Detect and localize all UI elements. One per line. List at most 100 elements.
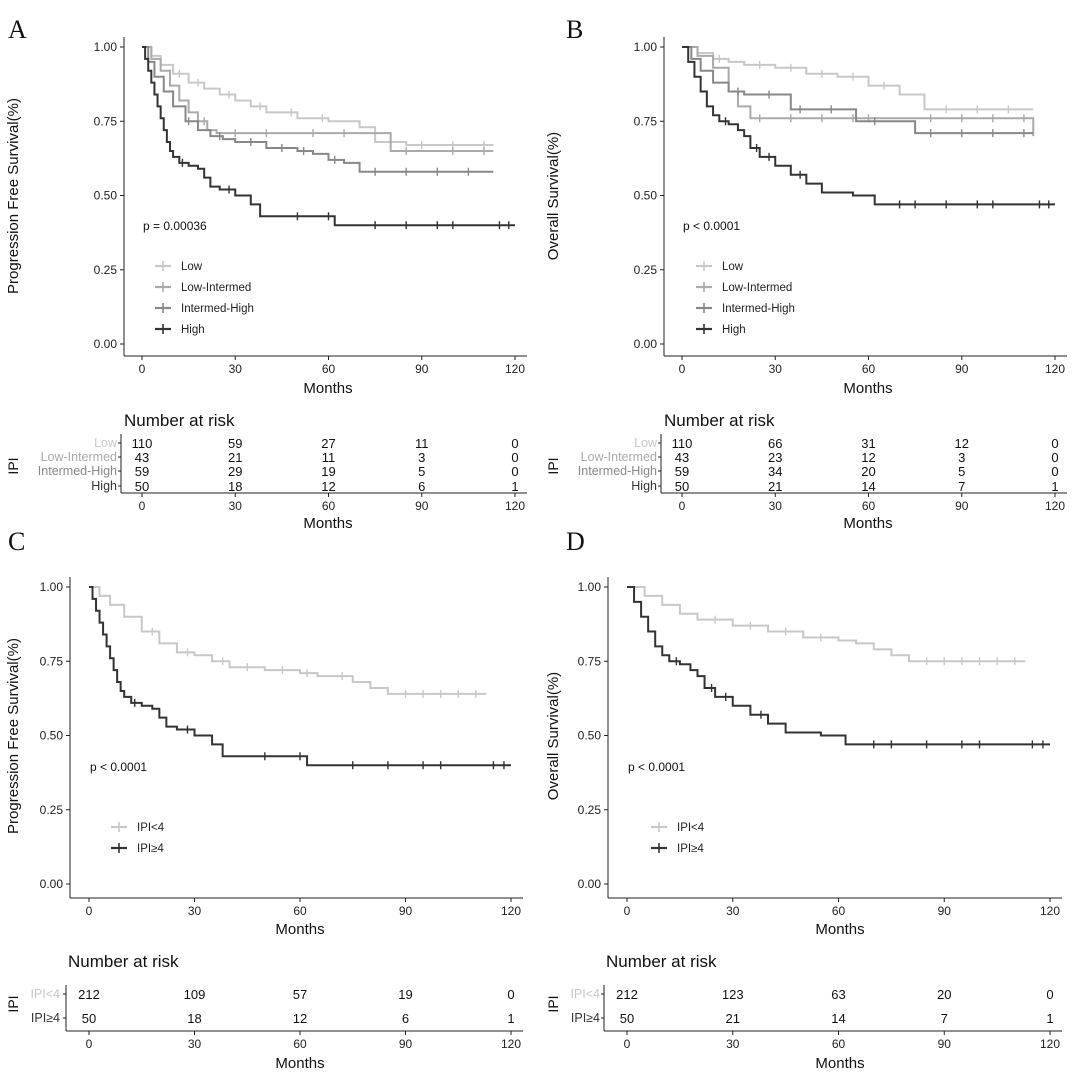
panel-b-risk-x-tick-label: 120 <box>1045 499 1065 513</box>
panel-c-y-tick-label: 0.50 <box>40 729 64 743</box>
panel-c-risk-x-axis-label: Months <box>275 1055 324 1072</box>
panel-d-chart: D0.000.250.500.751.000 30 60 90 120MonthsOve… <box>545 527 1062 1072</box>
panel-b-x-tick-label: 0 <box>679 362 686 376</box>
panel-a-x-tick-label: 0 <box>139 362 146 376</box>
panel-b-x-tick-label: 30 <box>769 362 783 376</box>
panel-c-risk-value-ipi-4: 57 <box>293 987 307 1002</box>
panel-a-p-value: p = 0.00036 <box>143 219 207 233</box>
panel-c-risk-title: Number at risk <box>68 952 179 971</box>
panel-a-risk-row-label-low-intermed: Low-Intermed <box>41 450 117 464</box>
panel-b-chart: B0.000.250.500.751.000 30 60 90 120MonthsOve… <box>545 15 1067 532</box>
panel-c-risk-value-ipi-4: 212 <box>78 987 100 1002</box>
panel-c-risk-row-label-ipi-4: IPI<4 <box>30 987 60 1001</box>
panel-b-risk-row-label-low-intermed: Low-Intermed <box>581 450 657 464</box>
panel-b-risk-value-intermed-high: 34 <box>768 464 782 479</box>
panel-a-y-tick-label: 1.00 <box>94 40 118 54</box>
panel-b-letter: B <box>566 15 583 44</box>
panel-a-curve-intermed-high <box>142 46 494 173</box>
panel-b-risk-value-high: 21 <box>768 479 782 494</box>
panel-a-risk-value-low: 110 <box>132 436 153 451</box>
panel-c-risk-value-ipi-4: 0 <box>507 987 514 1002</box>
panel-d-risk-value-ipi-4: 63 <box>831 987 845 1002</box>
panel-a-risk-x-tick-label: 60 <box>322 499 336 513</box>
panel-c-y-tick-label: 0.25 <box>40 803 64 817</box>
panel-d-x-tick-label: 60 <box>832 904 846 918</box>
panel-d-risk-y-axis-label: IPI <box>545 995 561 1012</box>
panel-d-risk-row-label-ipi-4: IPI<4 <box>570 987 600 1001</box>
panel-d-y-tick-label: 0.50 <box>578 729 602 743</box>
panel-a-letter: A <box>8 15 27 44</box>
panel-a-risk-row-label-intermed-high: Intermed-High <box>38 464 117 478</box>
panel-b-risk-value-low-intermed: 3 <box>958 450 965 465</box>
panel-d-x-tick-label: 0 <box>624 904 631 918</box>
panel-c-risk-value-ipi-4: 19 <box>398 987 412 1002</box>
panel-d-risk-x-tick-label: 0 <box>624 1037 631 1051</box>
panel-a-chart: A0.000.250.500.751.000 30 60 90 120MonthsPro… <box>5 15 527 532</box>
panel-a-risk-x-axis-label: Months <box>303 515 352 532</box>
panel-b-y-tick-label: 0.50 <box>634 189 658 203</box>
panel-a-risk-value-high: 50 <box>135 479 149 494</box>
panel-a-risk-x-tick-label: 90 <box>415 499 429 513</box>
panel-b-x-tick-label: 120 <box>1045 362 1065 376</box>
panel-b-y-tick-label: 1.00 <box>634 40 658 54</box>
panel-a-risk-value-low: 0 <box>511 436 518 451</box>
panel-c-x-tick-label: 120 <box>501 904 521 918</box>
panel-b-x-axis-label: Months <box>843 380 892 397</box>
panel-c-x-tick-label: 60 <box>293 904 307 918</box>
panel-d-risk-x-tick-label: 30 <box>726 1037 740 1051</box>
panel-d-x-tick-label: 90 <box>938 904 952 918</box>
panel-b-risk-value-high: 14 <box>861 479 875 494</box>
panel-a-legend-label-intermed-high: Intermed-High <box>181 303 254 315</box>
panel-b-risk-value-low: 110 <box>672 436 693 451</box>
panel-a-curve-high <box>142 46 515 227</box>
panel-b-risk-value-high: 50 <box>675 479 689 494</box>
panel-c-x-tick-label: 0 <box>86 904 93 918</box>
panel-a-risk-value-low: 59 <box>228 436 242 451</box>
panel-b-y-tick-label: 0.25 <box>634 263 658 277</box>
panel-d-risk-value-ipi-4: 50 <box>620 1011 634 1026</box>
panel-d-risk-title: Number at risk <box>606 952 717 971</box>
panel-c-x-tick-label: 30 <box>188 904 202 918</box>
panel-d-curve-ipi-4 <box>627 586 1026 663</box>
panel-d-risk-x-tick-label: 60 <box>832 1037 846 1051</box>
panel-a-risk-value-high: 18 <box>228 479 242 494</box>
panel-a-risk-value-intermed-high: 59 <box>135 464 149 479</box>
panel-c-p-value: p < 0.0001 <box>90 760 147 774</box>
panel-b-risk-row-label-low: Low <box>634 436 658 450</box>
panel-c-risk-value-ipi-4: 50 <box>82 1011 96 1026</box>
panel-a-risk-value-high: 1 <box>511 479 518 494</box>
panel-c-risk-y-axis-label: IPI <box>5 995 21 1012</box>
panel-a-y-tick-label: 0.75 <box>94 114 118 128</box>
panel-a-risk-value-low: 27 <box>321 436 335 451</box>
panel-d-x-tick-label: 120 <box>1040 904 1060 918</box>
panel-c-risk-value-ipi-4: 12 <box>293 1011 307 1026</box>
panel-a-y-tick-label: 0.00 <box>94 337 118 351</box>
panel-a-x-tick-label: 30 <box>229 362 243 376</box>
panel-a-risk-row-label-low: Low <box>94 436 118 450</box>
panel-c-risk-x-tick-label: 60 <box>293 1037 307 1051</box>
panel-d-risk-x-axis-label: Months <box>815 1055 864 1072</box>
panel-b-risk-row-label-intermed-high: Intermed-High <box>578 464 657 478</box>
panel-b-legend-label-intermed-high: Intermed-High <box>722 303 795 315</box>
panel-a-risk-title: Number at risk <box>124 411 235 430</box>
panel-a-legend-label-high: High <box>181 324 205 336</box>
panel-d-risk-value-ipi-4: 123 <box>722 987 744 1002</box>
panel-d-risk-value-ipi-4: 7 <box>941 1011 948 1026</box>
panel-b-risk-value-intermed-high: 20 <box>861 464 875 479</box>
panel-a-x-tick-label: 60 <box>322 362 336 376</box>
panel-b-legend-label-low-intermed: Low-Intermed <box>722 282 792 294</box>
panel-a-curve-low-intermed <box>142 46 494 152</box>
panel-a-risk-value-intermed-high: 19 <box>321 464 335 479</box>
panel-d-risk-table: Number at risk IPI<4 212 123 63 20 0 IPI≥4 50 21 1… <box>545 952 1062 1072</box>
panel-a-risk-value-high: 12 <box>321 479 335 494</box>
panel-c-y-axis-label: Progression Free Survival(%) <box>5 638 22 834</box>
panel-d-risk-value-ipi-4: 21 <box>726 1011 740 1026</box>
panel-c-y-tick-label: 1.00 <box>40 580 64 594</box>
panel-b-y-tick-label: 0.75 <box>634 114 658 128</box>
panel-a-x-tick-label: 120 <box>505 362 525 376</box>
panel-d-x-axis-label: Months <box>815 921 864 938</box>
panel-b-y-tick-label: 0.00 <box>634 337 658 351</box>
panel-a-risk-x-tick-label: 0 <box>139 499 146 513</box>
